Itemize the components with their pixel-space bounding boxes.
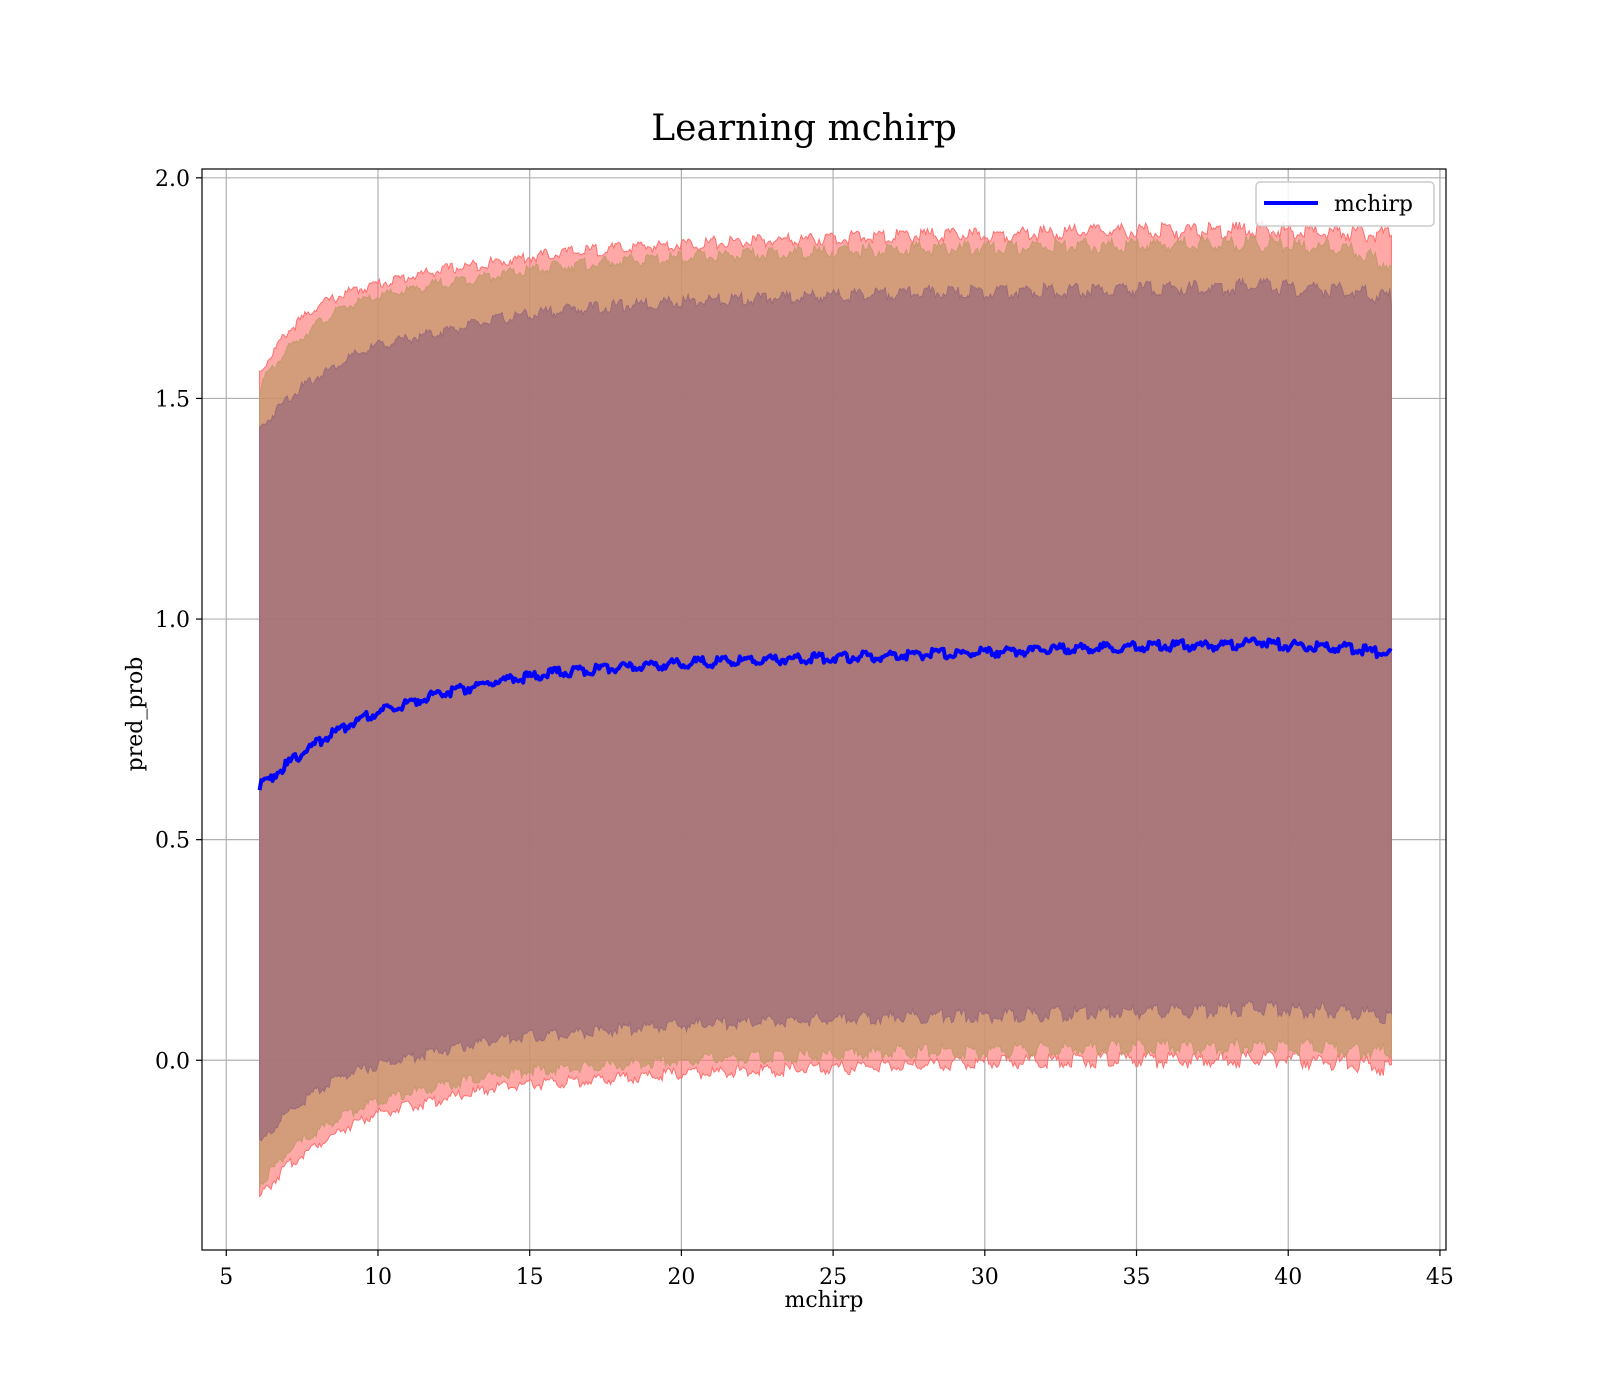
y-tick-label: 1.0 — [155, 608, 190, 633]
legend-box — [1255, 181, 1435, 227]
x-tick-label: 35 — [1123, 1265, 1151, 1290]
confidence-band-3 — [259, 277, 1392, 1142]
y-tick-label: 0.0 — [155, 1049, 190, 1074]
legend-label: mchirp — [1334, 192, 1413, 217]
y-axis-label: pred_prob — [123, 657, 148, 772]
x-tick-label: 45 — [1426, 1265, 1454, 1290]
y-tick-label: 0.5 — [155, 829, 190, 854]
mean-line-mchirp — [257, 636, 1393, 791]
x-axis-label: mchirp — [785, 1288, 864, 1313]
chart-title: Learning mchirp — [651, 108, 957, 149]
legend: mchirp — [1255, 181, 1435, 227]
y-tick-label: 1.5 — [155, 387, 190, 412]
x-tick-label: 15 — [516, 1265, 544, 1290]
y-tick-label: 2.0 — [155, 167, 190, 192]
x-tick-label: 25 — [819, 1265, 847, 1290]
plot-frame — [201, 168, 1447, 1251]
plot-area: 5 10 15 20 25 30 35 40 45 0.0 0.5 1.0 1.5 2.0 — [155, 167, 1454, 1290]
x-tick-label: 5 — [219, 1265, 233, 1290]
x-tick-label: 20 — [667, 1265, 695, 1290]
x-tick-label: 30 — [971, 1265, 999, 1290]
x-tick-label: 10 — [364, 1265, 392, 1290]
x-tick-label: 40 — [1274, 1265, 1302, 1290]
